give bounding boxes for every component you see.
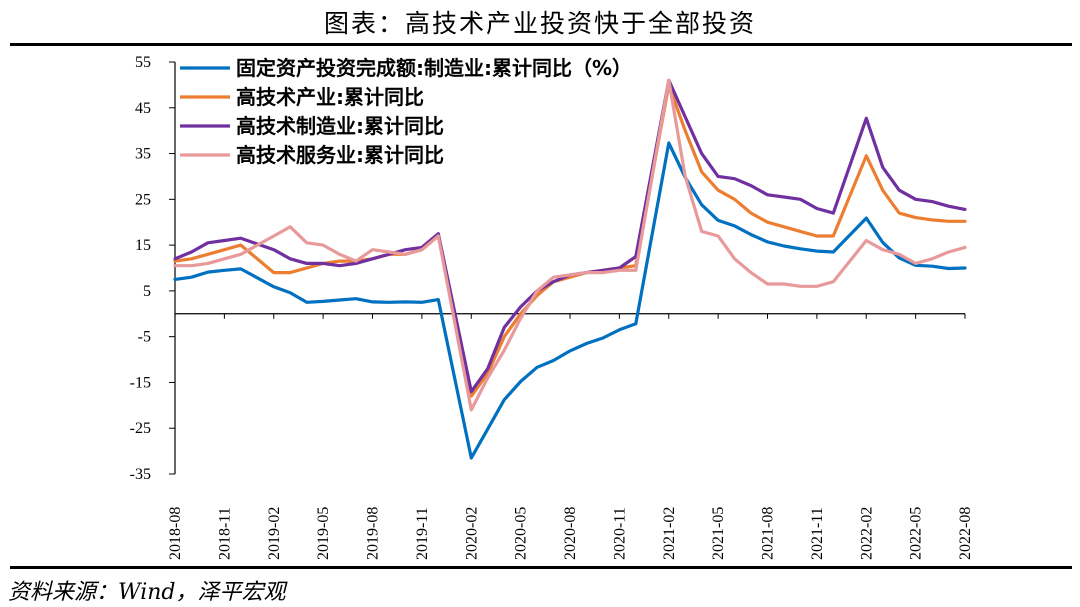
y-tick-label: -15 xyxy=(130,374,151,391)
y-tick-label: 25 xyxy=(135,191,151,208)
x-tick-label: 2020-05 xyxy=(513,507,530,560)
series-line-2 xyxy=(173,83,967,398)
x-tick-label: 2020-08 xyxy=(562,507,579,560)
legend: 固定资产投资完成额:制造业:累计同比（%） 高技术产业:累计同比高技术制造业:累计… xyxy=(180,56,632,167)
series-line-4 xyxy=(173,78,967,412)
legend-label-3: 高技术制造业:累计同比 xyxy=(236,114,444,138)
y-tick-label: 15 xyxy=(135,237,151,254)
y-tick-label: 5 xyxy=(143,283,151,300)
legend-label-2: 高技术产业:累计同比 xyxy=(236,85,424,109)
series-line-1 xyxy=(173,141,967,460)
top-rule xyxy=(10,43,1072,46)
y-tick-label: 55 xyxy=(135,54,151,71)
x-tick-label: 2022-08 xyxy=(957,507,974,560)
x-tick-label: 2021-05 xyxy=(710,507,727,560)
legend-label-4: 高技术服务业:累计同比 xyxy=(236,143,444,167)
y-tick-label: -5 xyxy=(138,329,151,346)
x-tick-label: 2021-11 xyxy=(809,507,826,560)
x-tick-label: 2019-11 xyxy=(414,507,431,560)
x-tick-label: 2022-05 xyxy=(908,507,925,560)
x-tick-label: 2018-08 xyxy=(167,507,184,560)
source-note: 资料来源：Wind，泽平宏观 xyxy=(8,580,286,605)
x-tick-label: 2020-11 xyxy=(611,507,628,560)
y-tick-label: 45 xyxy=(135,100,151,117)
axes: 55 45 35 25 15 5 -5 -15 -25 -35 2018-08 2018-11 2019… xyxy=(130,54,974,560)
x-tick-label: 2022-02 xyxy=(858,507,875,560)
y-tick-label: -35 xyxy=(130,466,151,483)
x-tick-label: 2021-02 xyxy=(661,507,678,560)
y-tick-label: 35 xyxy=(135,146,151,163)
line-chart: 55 45 35 25 15 5 -5 -15 -25 -35 2018-08 2018-11 2019… xyxy=(130,54,974,560)
bottom-rule xyxy=(10,566,1072,569)
x-tick-label: 2019-05 xyxy=(315,507,332,560)
x-tick-label: 2018-11 xyxy=(216,507,233,560)
chart-title: 图表：高技术产业投资快于全部投资 xyxy=(323,9,756,38)
x-tick-label: 2020-02 xyxy=(463,507,480,560)
legend-label-1: 固定资产投资完成额:制造业:累计同比（%） xyxy=(236,56,632,80)
x-tick-label: 2019-02 xyxy=(266,507,283,560)
x-tick-label: 2021-08 xyxy=(760,507,777,560)
series-layer xyxy=(173,78,967,460)
y-tick-label: -25 xyxy=(130,420,151,437)
x-tick-label: 2019-08 xyxy=(365,507,382,560)
